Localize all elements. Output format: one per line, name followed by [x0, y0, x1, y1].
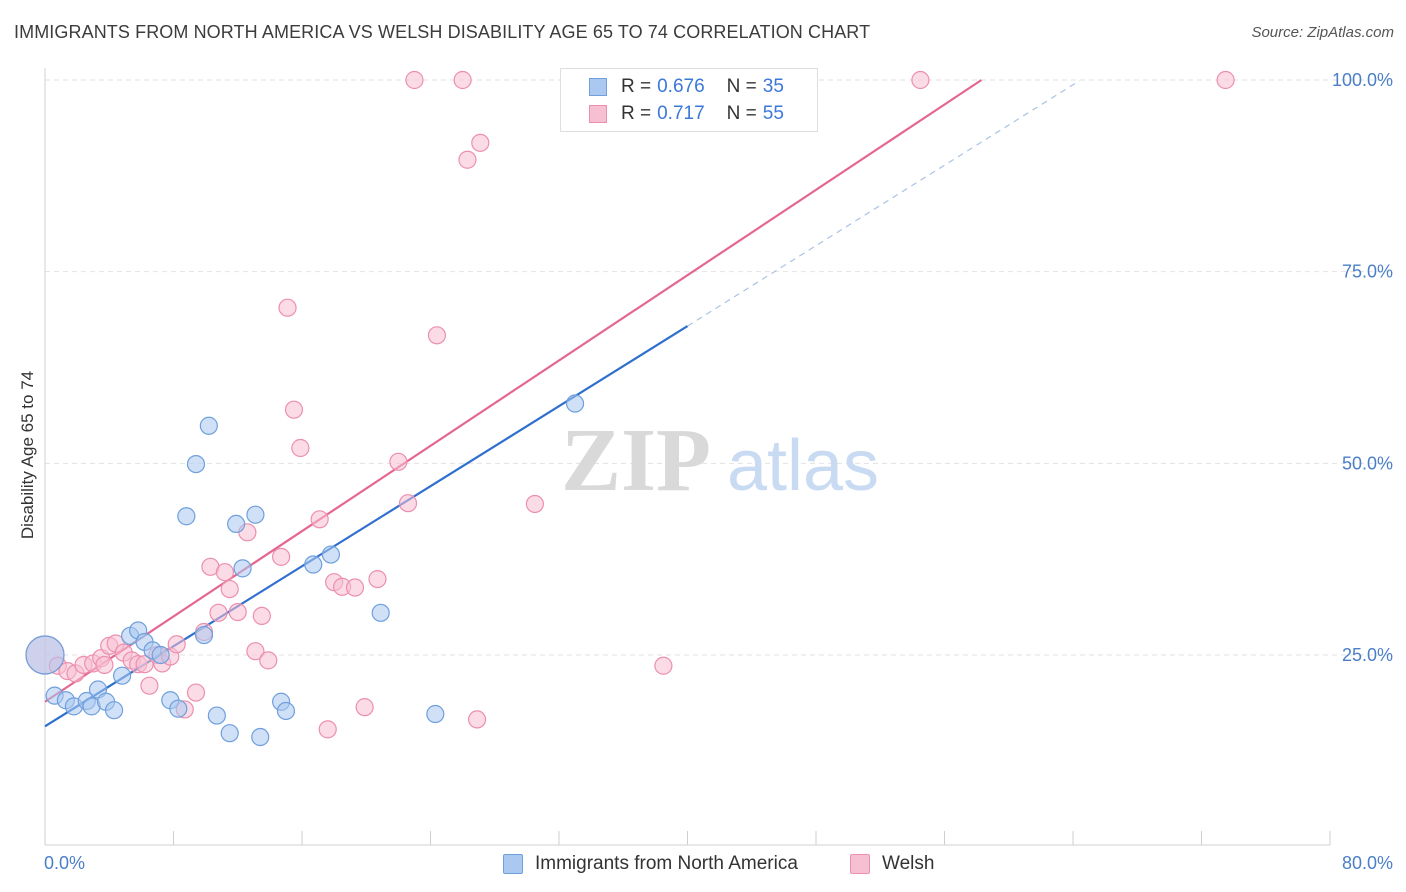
x-tick-label-max: 80.0% — [1342, 853, 1393, 873]
r-label: R = — [621, 76, 652, 97]
n-value: 35 — [762, 76, 784, 97]
legend-swatch-immigrants — [503, 854, 523, 874]
data-point-welsh-25 — [220, 579, 239, 599]
data-point-welsh-36 — [318, 720, 337, 739]
data-point-welsh-40 — [355, 698, 374, 717]
stats-swatch-welsh — [589, 105, 607, 123]
stats-swatch-immigrants — [589, 78, 607, 96]
data-point-immigrants-33 — [565, 394, 585, 413]
watermark: ZIP atlas — [561, 411, 879, 510]
data-point-immigrants-24 — [233, 559, 252, 578]
data-point-immigrants-9 — [112, 666, 132, 685]
stats-row-welsh: R = 0.717 N = 55 — [561, 101, 784, 127]
source-credit: Source: ZipAtlas.com — [1251, 24, 1394, 41]
data-point-welsh-35 — [310, 510, 329, 529]
y-tick-label-75: 75.0% — [1342, 262, 1393, 282]
tick-labels: 25.0% 50.0% 75.0% 100.0% 0.0% 80.0% — [44, 70, 1393, 873]
data-point-immigrants-23 — [227, 514, 246, 534]
data-point-welsh-48 — [467, 710, 487, 729]
data-point-welsh-32 — [278, 298, 297, 317]
data-point-immigrants-16 — [169, 699, 188, 718]
x-tick-label-min: 0.0% — [44, 853, 85, 873]
data-point-welsh-46 — [453, 70, 472, 90]
data-point-welsh-28 — [246, 642, 265, 661]
data-point-welsh-34 — [291, 438, 310, 458]
axes — [44, 68, 1331, 846]
watermark-atlas: atlas — [727, 426, 879, 506]
data-point-immigrants-20 — [199, 416, 218, 435]
data-point-welsh-53 — [911, 70, 930, 90]
data-point-immigrants-17 — [177, 507, 196, 526]
data-point-welsh-23 — [209, 603, 228, 622]
data-point-welsh-41 — [368, 569, 387, 589]
legend-label-immigrants: Immigrants from North America — [535, 853, 798, 874]
data-point-welsh-13 — [135, 655, 154, 674]
data-point-welsh-20 — [186, 683, 206, 702]
data-point-welsh-45 — [427, 326, 447, 345]
data-point-immigrants-29 — [304, 555, 323, 574]
data-point-immigrants-26 — [251, 727, 270, 747]
grid-lines — [45, 79, 1390, 656]
data-point-immigrants-14 — [151, 645, 170, 665]
r-value: 0.717 — [657, 103, 705, 124]
data-point-welsh-33 — [284, 400, 304, 419]
data-point-welsh-42 — [389, 452, 408, 471]
y-tick-label-25: 25.0% — [1342, 645, 1393, 665]
data-point-welsh-54 — [1216, 70, 1235, 90]
data-point-welsh-49 — [471, 133, 490, 152]
data-point-immigrants-0 — [25, 635, 65, 675]
data-point-welsh-29 — [252, 606, 271, 626]
data-point-immigrants-31 — [371, 603, 390, 622]
y-tick-label-50: 50.0% — [1342, 453, 1393, 473]
data-point-immigrants-8 — [104, 701, 124, 720]
data-point-welsh-26 — [228, 602, 247, 622]
data-point-welsh-31 — [272, 547, 291, 566]
data-point-welsh-43 — [398, 494, 418, 513]
data-point-welsh-14 — [140, 676, 159, 695]
r-value: 0.676 — [657, 76, 705, 97]
stats-legend: R = 0.676 N = 35 R = 0.717 N = 55 — [560, 68, 818, 132]
n-label: N = — [726, 103, 757, 124]
n-value: 55 — [762, 103, 784, 124]
watermark-zip: ZIP — [561, 411, 711, 510]
data-point-immigrants-25 — [246, 505, 265, 524]
stats-row-immigrants: R = 0.676 N = 35 — [561, 74, 784, 100]
r-label: R = — [621, 103, 652, 124]
data-point-immigrants-18 — [186, 455, 206, 474]
legend-label-welsh: Welsh — [882, 853, 935, 874]
data-point-welsh-44 — [405, 70, 424, 90]
data-point-immigrants-28 — [276, 701, 296, 721]
data-points — [25, 70, 1235, 747]
data-point-welsh-47 — [458, 150, 477, 169]
trend-line-extension-0 — [687, 80, 1080, 327]
data-point-welsh-18 — [167, 635, 186, 654]
data-point-immigrants-22 — [220, 724, 239, 743]
data-point-immigrants-32 — [426, 704, 445, 724]
legend-item-welsh: Welsh — [850, 852, 934, 876]
trend-line-1 — [44, 79, 983, 703]
data-point-immigrants-21 — [207, 706, 226, 725]
data-point-immigrants-19 — [194, 625, 214, 645]
data-point-welsh-24 — [215, 563, 234, 582]
data-point-welsh-52 — [654, 656, 673, 675]
legend-item-immigrants: Immigrants from North America — [503, 852, 798, 876]
data-point-welsh-39 — [345, 578, 365, 597]
y-tick-label-100: 100.0% — [1332, 70, 1393, 90]
chart-title: IMMIGRANTS FROM NORTH AMERICA VS WELSH D… — [14, 22, 871, 42]
legend-swatch-welsh — [850, 854, 870, 874]
data-point-welsh-50 — [525, 494, 545, 514]
data-point-immigrants-30 — [321, 545, 341, 564]
n-label: N = — [726, 76, 757, 97]
data-point-welsh-7 — [95, 655, 114, 675]
data-point-welsh-30 — [259, 651, 278, 670]
